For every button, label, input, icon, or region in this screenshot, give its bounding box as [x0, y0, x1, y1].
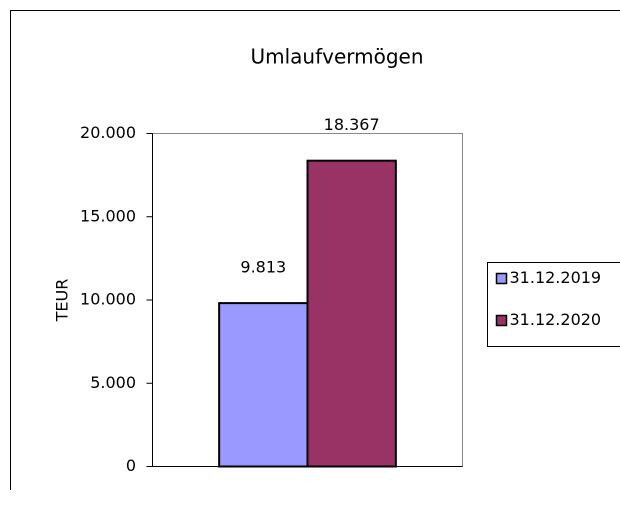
legend-label: 31.12.2019 — [510, 268, 602, 287]
legend-label: 31.12.2020 — [510, 310, 602, 329]
chart-title: Umlaufvermögen — [250, 45, 423, 69]
chart-area-border — [10, 10, 620, 490]
y-axis-title: TEUR — [53, 279, 72, 323]
bar — [218, 302, 309, 468]
y-tick-label: 20.000 — [80, 123, 136, 142]
bar — [306, 159, 397, 468]
y-tick-label: 10.000 — [80, 290, 136, 309]
y-tick-label: 0 — [126, 456, 136, 475]
legend-swatch — [495, 314, 508, 327]
y-tick-label: 5.000 — [90, 373, 136, 392]
y-tick-label: 15.000 — [80, 206, 136, 225]
data-label: 18.367 — [324, 115, 380, 134]
legend-box — [487, 262, 620, 347]
data-label: 9.813 — [240, 258, 286, 277]
legend-swatch — [495, 272, 508, 285]
